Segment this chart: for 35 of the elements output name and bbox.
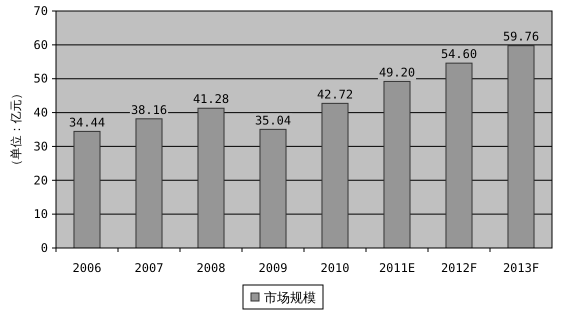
bar [197,108,225,248]
y-tick-label: 50 [34,72,48,86]
text: 41.28 [192,92,230,106]
x-tick-label: 2010 [320,261,350,275]
x-tick-label: 2011E [378,261,416,275]
text: 42.72 [316,87,354,102]
bar [135,118,163,248]
x-tick-label: 2008 [196,261,226,275]
bar [507,45,535,248]
y-tick-label: 10 [34,207,48,222]
y-tick-label: 70 [34,4,48,18]
text: 49.20 [378,65,416,80]
y-tick-label: 60 [34,38,48,52]
y-tick-label: 40 [34,106,48,120]
bar [383,80,411,248]
text: 34.44 [68,115,106,130]
bar [259,128,287,248]
y-tick-label: 0 [40,241,48,255]
text: 54.60 [440,47,478,62]
x-tick-label: 2006 [72,261,102,275]
x-tick-label: 2009 [258,261,288,275]
legend: 市场规模 [242,284,324,310]
x-tick-label: 2013F [502,261,540,275]
x-tick-label: 2012F [440,261,478,275]
y-tick-label: 20 [34,173,48,188]
text: 38.16 [130,102,168,117]
legend-label: 市场规模 [264,291,316,306]
text: 35.04 [254,113,292,128]
bar [445,62,473,248]
y-axis-title: （单位：亿元） [9,88,23,172]
text: 59.76 [502,30,540,44]
bar [73,130,101,248]
y-tick-label: 30 [34,139,48,154]
x-tick-label: 2007 [134,261,164,275]
bar [321,102,349,248]
